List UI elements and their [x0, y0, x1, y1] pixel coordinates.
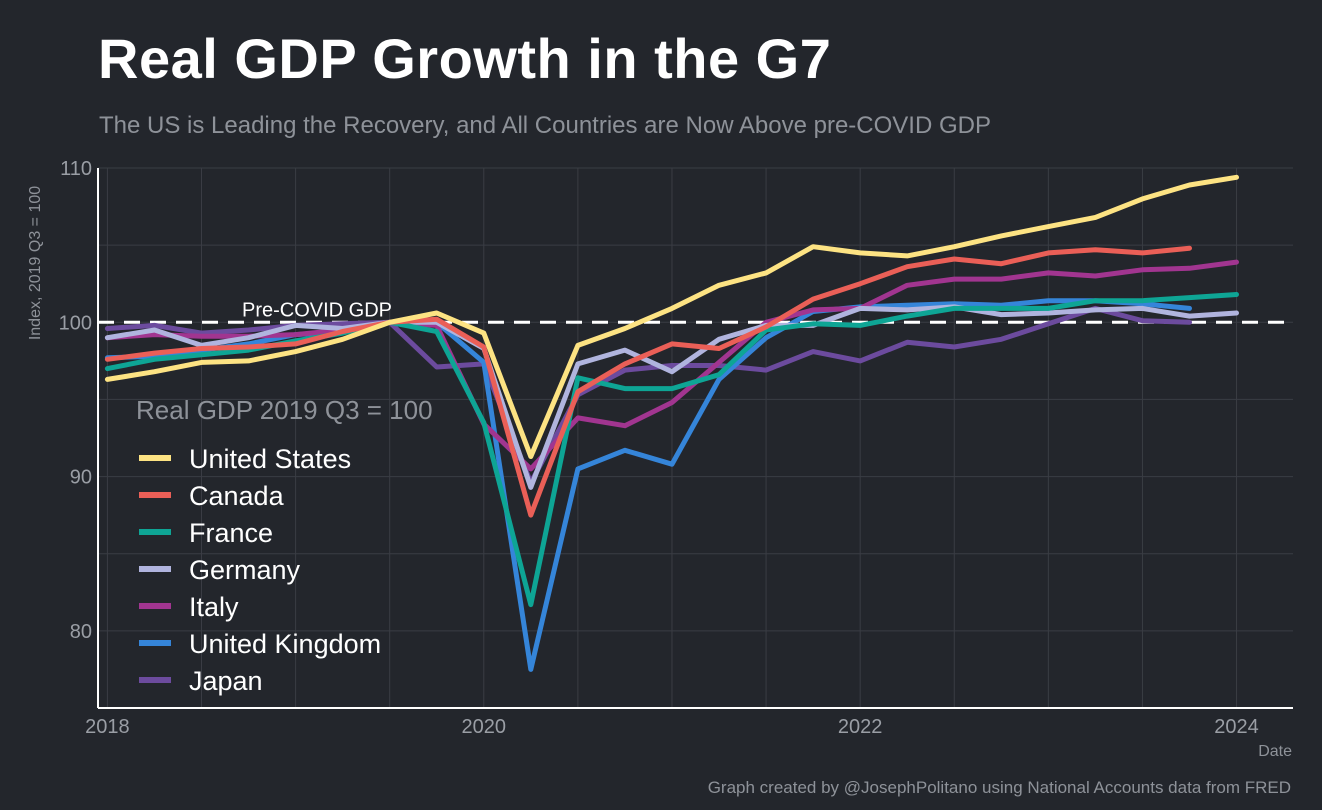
- legend-label-france: France: [189, 518, 273, 548]
- legend-label-italy: Italy: [189, 592, 239, 622]
- y-axis-title: Index, 2019 Q3 = 100: [27, 186, 44, 340]
- pre-covid-reference-label: Pre-COVID GDP: [242, 299, 392, 321]
- legend-label-canada: Canada: [189, 481, 285, 511]
- chart-caption: Graph created by @JosephPolitano using N…: [707, 778, 1291, 797]
- grid-lines: [98, 167, 1293, 708]
- x-tick-label: 2022: [838, 716, 883, 738]
- x-tick-label: 2020: [462, 716, 507, 738]
- series-line-canada: [104, 245, 1192, 518]
- series-line-france: [104, 292, 1239, 608]
- legend-title: Real GDP 2019 Q3 = 100: [136, 395, 433, 425]
- y-tick-label: 100: [59, 312, 92, 334]
- series-line-germany: [104, 304, 1239, 490]
- chart-subtitle: The US is Leading the Recovery, and All …: [99, 112, 991, 139]
- chart-title: Real GDP Growth in the G7: [98, 27, 832, 90]
- y-tick-label: 110: [60, 158, 92, 180]
- tick-labels: 2018 2020 2022 2024 80 90 100 110: [59, 158, 1259, 738]
- x-axis-title: Date: [1258, 743, 1292, 760]
- series-line-united-states: [104, 174, 1239, 459]
- legend-label-germany: Germany: [189, 555, 301, 585]
- reference-line-group: Pre-COVID GDP: [98, 299, 1293, 324]
- legend-label-united-states: United States: [189, 444, 351, 474]
- legend: Real GDP 2019 Q3 = 100 United States Cana…: [136, 395, 433, 696]
- y-tick-label: 90: [70, 467, 92, 489]
- x-tick-label: 2018: [85, 716, 130, 738]
- series-line-italy: [104, 259, 1239, 472]
- x-tick-label: 2024: [1214, 716, 1259, 738]
- legend-label-united-kingdom: United Kingdom: [189, 629, 381, 659]
- axes: [97, 168, 1293, 709]
- y-tick-label: 80: [70, 621, 92, 643]
- legend-label-japan: Japan: [189, 666, 263, 696]
- series-lines: [104, 174, 1239, 672]
